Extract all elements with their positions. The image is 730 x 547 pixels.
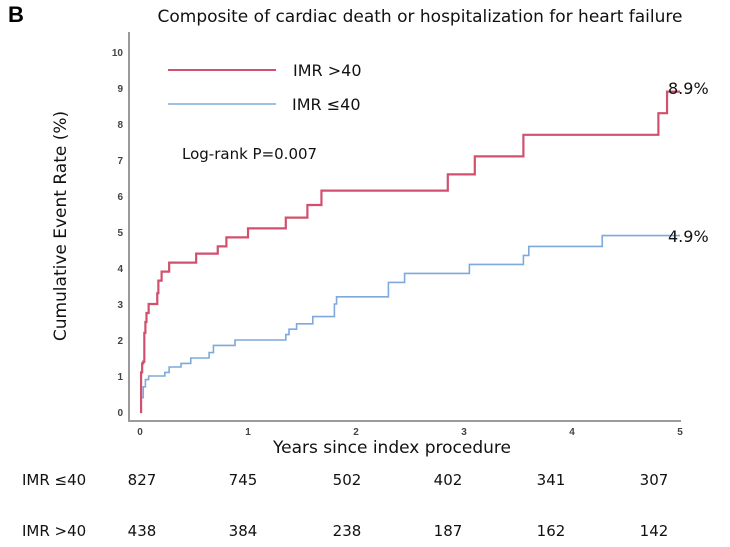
y-tick-label: 9 bbox=[117, 84, 123, 95]
x-tick-label: 4 bbox=[569, 427, 575, 438]
series-line-imr-le40 bbox=[140, 234, 680, 413]
risk-row-imr-le40: 827 745 502 402 341 307 bbox=[128, 471, 669, 489]
risk-cell: 187 bbox=[434, 522, 463, 540]
y-tick-label: 1 bbox=[117, 372, 123, 383]
legend-label-imr-le40: IMR ≤40 bbox=[292, 95, 361, 114]
risk-row-label-imr-gt40: IMR >40 bbox=[22, 522, 86, 540]
series-layer bbox=[139, 90, 680, 414]
risk-cell: 745 bbox=[229, 471, 258, 489]
y-tick-labels: 0 1 2 3 4 5 6 7 8 9 10 bbox=[112, 48, 124, 419]
x-tick-label: 0 bbox=[137, 427, 143, 438]
y-axis-label: Cumulative Event Rate (%) bbox=[51, 111, 71, 341]
y-tick-label: 3 bbox=[117, 300, 123, 311]
x-tick-label: 3 bbox=[461, 427, 467, 438]
risk-cell: 827 bbox=[128, 471, 157, 489]
y-tick-label: 6 bbox=[117, 192, 123, 203]
series-line-imr-gt40 bbox=[139, 90, 680, 414]
y-tick-label: 2 bbox=[117, 336, 123, 347]
risk-cell: 384 bbox=[229, 522, 258, 540]
risk-row-label-imr-le40: IMR ≤40 bbox=[22, 471, 86, 489]
risk-cell: 438 bbox=[128, 522, 157, 540]
x-tick-label: 1 bbox=[245, 427, 251, 438]
y-tick-label: 10 bbox=[112, 48, 124, 59]
risk-cell: 402 bbox=[434, 471, 463, 489]
y-tick-label: 5 bbox=[117, 228, 123, 239]
logrank-annotation: Log-rank P=0.007 bbox=[182, 145, 317, 163]
y-tick-label: 7 bbox=[117, 156, 123, 167]
x-axis-label: Years since index procedure bbox=[272, 438, 511, 458]
panel-label: B bbox=[8, 2, 24, 27]
risk-cell: 162 bbox=[537, 522, 566, 540]
y-tick-label: 4 bbox=[117, 264, 123, 275]
risk-cell: 142 bbox=[640, 522, 669, 540]
x-tick-label: 5 bbox=[677, 427, 683, 438]
end-label-imr-gt40: 8.9% bbox=[668, 79, 709, 98]
risk-cell: 307 bbox=[640, 471, 669, 489]
y-tick-label: 8 bbox=[117, 120, 123, 131]
end-label-imr-le40: 4.9% bbox=[668, 227, 709, 246]
legend-label-imr-gt40: IMR >40 bbox=[293, 61, 362, 80]
risk-cell: 238 bbox=[333, 522, 362, 540]
risk-row-imr-gt40: 438 384 238 187 162 142 bbox=[128, 522, 669, 540]
legend: IMR >40 IMR ≤40 bbox=[168, 61, 362, 114]
x-tick-label: 2 bbox=[353, 427, 359, 438]
chart-title: Composite of cardiac death or hospitaliz… bbox=[158, 7, 683, 27]
risk-cell: 502 bbox=[333, 471, 362, 489]
y-tick-label: 0 bbox=[117, 408, 123, 419]
x-tick-labels: 0 1 2 3 4 5 bbox=[137, 427, 683, 438]
risk-table: IMR ≤40 827 745 502 402 341 307 IMR >40 438 38… bbox=[22, 471, 668, 540]
risk-cell: 341 bbox=[537, 471, 566, 489]
